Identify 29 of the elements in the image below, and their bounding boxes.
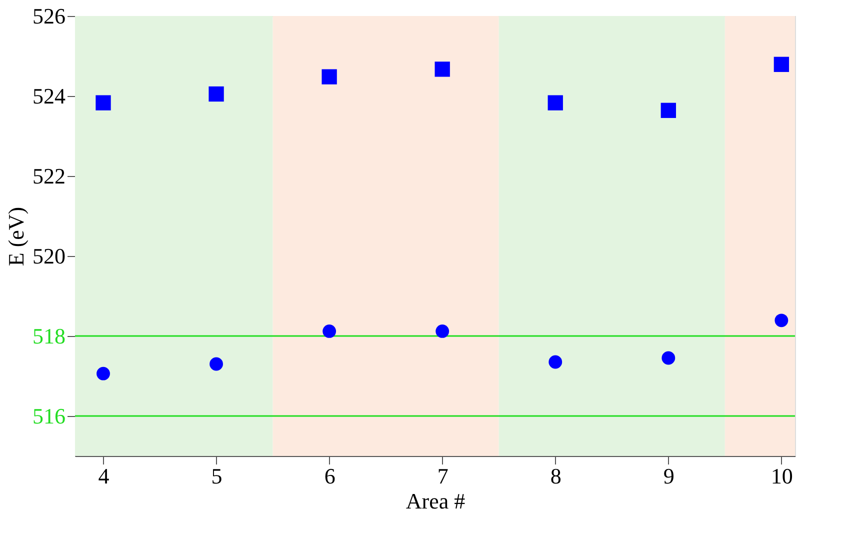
y-tick-label: 526 [32,4,66,28]
x-tick-label: 4 [98,464,110,488]
y-tick-label: 516 [32,404,66,428]
x-tick-label: 6 [324,464,336,488]
point [322,324,336,338]
y-tick-label: 524 [32,84,66,108]
y-tick-label: 520 [32,244,66,268]
point [548,355,562,369]
point [208,86,224,102]
point [436,324,450,338]
point [96,366,110,380]
point [434,62,450,77]
point [774,314,788,328]
point [548,95,563,110]
x-tick-label: 5 [211,464,222,488]
y-tick-label: 522 [32,164,66,188]
point [660,102,676,118]
point [96,95,111,110]
point [210,357,223,371]
y-tick-label: 518 [32,324,66,348]
point [774,56,790,72]
x-tick-label: 9 [663,464,674,488]
x-tick-label: 7 [437,464,448,488]
y-axis-title: E (eV) [4,206,28,266]
point [322,69,337,84]
x-tick-label: 8 [550,464,562,488]
point [662,351,676,365]
x-axis-title: Area # [406,488,466,514]
x-tick-label: 10 [770,464,793,488]
